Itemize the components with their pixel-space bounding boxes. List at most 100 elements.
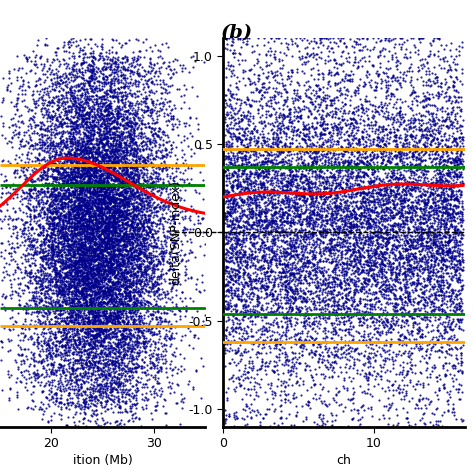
Point (143, 154, 151, 161)
Point (134, 328, 141, 336)
Point (103, 246, 110, 253)
Point (411, 305, 419, 313)
Point (133, 194, 141, 202)
Point (33, 369, 41, 376)
Point (413, 310, 421, 318)
Point (237, 115, 245, 122)
Point (376, 228, 384, 235)
Point (74, 228, 82, 236)
Point (254, 201, 262, 209)
Point (53, 214, 60, 222)
Point (310, 141, 318, 149)
Point (108, 391, 116, 398)
Point (287, 151, 295, 158)
Point (81, 276, 89, 283)
Point (148, 263, 155, 271)
Point (27, 134, 34, 141)
Point (324, 314, 331, 322)
Point (18, 351, 26, 359)
Point (72, 260, 80, 267)
Point (113, 213, 120, 220)
Point (106, 65, 114, 73)
Point (55, 254, 63, 262)
Point (258, 194, 266, 202)
Point (95, 228, 103, 235)
Point (101, 292, 109, 300)
Point (71, 260, 79, 267)
Point (242, 402, 250, 410)
Point (80, 85, 88, 93)
Point (318, 195, 325, 202)
Point (31, 184, 39, 192)
Point (112, 295, 120, 302)
Point (100, 290, 108, 297)
Point (283, 102, 291, 109)
Point (452, 293, 459, 301)
Point (83, 256, 91, 264)
Point (161, 315, 169, 323)
Point (122, 246, 129, 254)
Point (72, 274, 79, 282)
Point (321, 156, 329, 164)
Point (91, 65, 98, 73)
Point (91, 208, 99, 216)
Point (340, 228, 347, 236)
Point (350, 304, 357, 312)
Point (73, 302, 81, 310)
Point (398, 308, 405, 316)
Point (271, 337, 279, 345)
Point (438, 276, 445, 283)
Point (127, 337, 134, 344)
Point (102, 140, 109, 147)
Point (458, 80, 466, 87)
Point (100, 265, 107, 273)
Point (54, 252, 62, 259)
Point (80, 278, 88, 286)
Point (164, 82, 171, 90)
Point (303, 297, 310, 304)
Point (107, 61, 114, 68)
Point (32, 376, 39, 383)
Point (311, 128, 319, 136)
Point (36, 176, 43, 184)
Point (230, 195, 238, 202)
Point (105, 249, 113, 256)
Point (82, 200, 90, 208)
Point (52, 286, 59, 293)
Point (313, 173, 320, 181)
Point (120, 155, 128, 162)
Point (261, 203, 269, 210)
Point (126, 343, 133, 351)
Point (106, 254, 113, 262)
Point (450, 173, 458, 181)
Point (98, 177, 105, 184)
Point (146, 304, 153, 312)
Point (95, 288, 103, 296)
Point (117, 183, 125, 191)
Point (110, 81, 118, 89)
Point (105, 119, 113, 127)
Point (116, 286, 123, 293)
Point (144, 163, 151, 170)
Point (320, 221, 328, 228)
Point (118, 282, 125, 289)
Point (51, 359, 58, 366)
Point (141, 246, 148, 253)
Point (394, 335, 402, 343)
Point (127, 135, 135, 143)
Point (301, 289, 309, 296)
Point (82, 160, 90, 168)
Point (438, 168, 446, 175)
Point (40, 141, 47, 148)
Point (80, 255, 87, 263)
Point (46, 161, 53, 169)
Point (400, 258, 408, 266)
Point (75, 385, 83, 393)
Point (126, 179, 133, 186)
Point (256, 64, 264, 71)
Point (52, 204, 59, 211)
Point (456, 227, 464, 235)
Point (262, 58, 269, 66)
Point (355, 248, 362, 256)
Point (261, 193, 268, 201)
